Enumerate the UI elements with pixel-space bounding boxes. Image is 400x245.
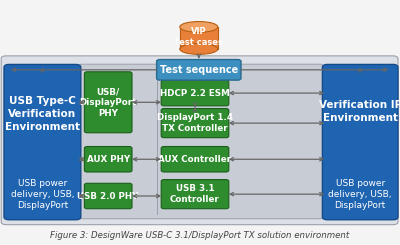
FancyBboxPatch shape [322, 64, 398, 220]
FancyBboxPatch shape [84, 72, 132, 133]
Text: USB 3.1
Controller: USB 3.1 Controller [170, 184, 220, 204]
Text: Verification IP
Environment: Verification IP Environment [318, 100, 400, 123]
FancyBboxPatch shape [161, 147, 229, 172]
Ellipse shape [180, 44, 218, 54]
FancyBboxPatch shape [84, 183, 132, 209]
Text: HDCP 2.2 ESM: HDCP 2.2 ESM [160, 89, 230, 98]
FancyBboxPatch shape [1, 56, 398, 225]
Text: DisplayPort 1.4
TX Controller: DisplayPort 1.4 TX Controller [157, 113, 233, 133]
Text: AUX Controller: AUX Controller [158, 155, 232, 164]
FancyBboxPatch shape [4, 64, 81, 220]
Text: USB/
DisplayPort
PHY: USB/ DisplayPort PHY [80, 87, 137, 118]
FancyBboxPatch shape [161, 80, 229, 106]
Text: AUX PHY: AUX PHY [86, 155, 130, 164]
Text: Figure 3: DesignWare USB-C 3.1/DisplayPort TX solution environment: Figure 3: DesignWare USB-C 3.1/DisplayPo… [50, 231, 350, 240]
FancyBboxPatch shape [157, 60, 241, 80]
Text: VIP
test cases: VIP test cases [175, 27, 223, 47]
FancyBboxPatch shape [79, 64, 323, 219]
FancyBboxPatch shape [180, 27, 218, 49]
Text: USB Type-C
Verification
Environment: USB Type-C Verification Environment [5, 96, 80, 132]
Text: Test sequence: Test sequence [160, 65, 238, 75]
Text: USB power
delivery, USB,
DisplayPort: USB power delivery, USB, DisplayPort [11, 179, 74, 210]
FancyBboxPatch shape [161, 180, 229, 209]
Text: USB 2.0 PHY: USB 2.0 PHY [78, 192, 139, 200]
Text: USB power
delivery, USB,
DisplayPort: USB power delivery, USB, DisplayPort [328, 179, 392, 210]
FancyBboxPatch shape [161, 109, 229, 138]
Ellipse shape [180, 22, 218, 32]
FancyBboxPatch shape [84, 147, 132, 172]
